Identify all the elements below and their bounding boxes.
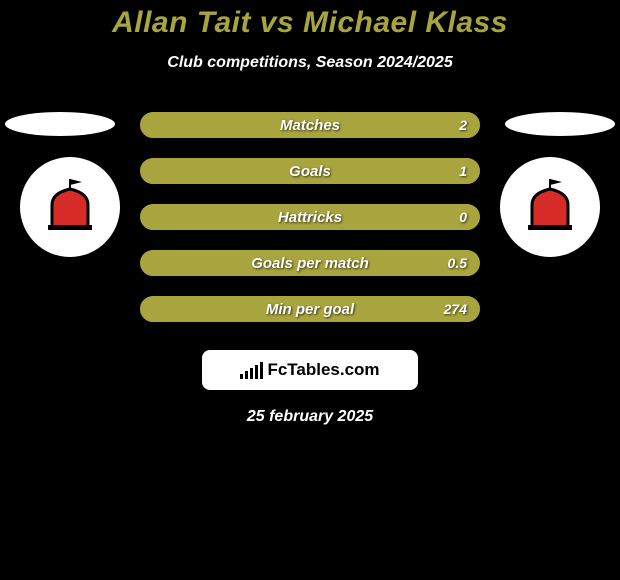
date-label: 25 february 2025	[0, 408, 620, 426]
stat-bar-goals-per-match: Goals per match 0.5	[140, 250, 480, 276]
stat-label: Min per goal	[266, 301, 354, 318]
branding-text: FcTables.com	[267, 360, 379, 380]
club-logo-right-icon	[518, 175, 582, 239]
player-right-ellipse	[505, 112, 615, 136]
subtitle: Club competitions, Season 2024/2025	[0, 54, 620, 72]
player-left-ellipse	[5, 112, 115, 136]
comparison-card: Allan Tait vs Michael Klass Club competi…	[0, 0, 620, 426]
stat-value-right: 274	[444, 301, 467, 317]
stat-label: Goals per match	[251, 255, 369, 272]
stat-value-right: 0	[459, 209, 467, 225]
club-badge-left	[20, 157, 120, 257]
club-logo-left-icon	[38, 175, 102, 239]
stats-column: Matches 2 Goals 1 Hattricks 0 Goals per …	[140, 112, 480, 322]
stat-value-right: 1	[459, 163, 467, 179]
club-badge-right	[500, 157, 600, 257]
stat-bar-goals: Goals 1	[140, 158, 480, 184]
stat-bar-min-per-goal: Min per goal 274	[140, 296, 480, 322]
stat-label: Matches	[280, 117, 340, 134]
stat-label: Hattricks	[278, 209, 342, 226]
stat-value-right: 0.5	[448, 255, 467, 271]
stat-label: Goals	[289, 163, 331, 180]
stat-value-right: 2	[459, 117, 467, 133]
chart-bars-icon	[240, 361, 263, 379]
stats-area: Matches 2 Goals 1 Hattricks 0 Goals per …	[0, 112, 620, 426]
page-title: Allan Tait vs Michael Klass	[0, 6, 620, 40]
branding-badge: FcTables.com	[202, 350, 418, 390]
stat-bar-matches: Matches 2	[140, 112, 480, 138]
stat-bar-hattricks: Hattricks 0	[140, 204, 480, 230]
